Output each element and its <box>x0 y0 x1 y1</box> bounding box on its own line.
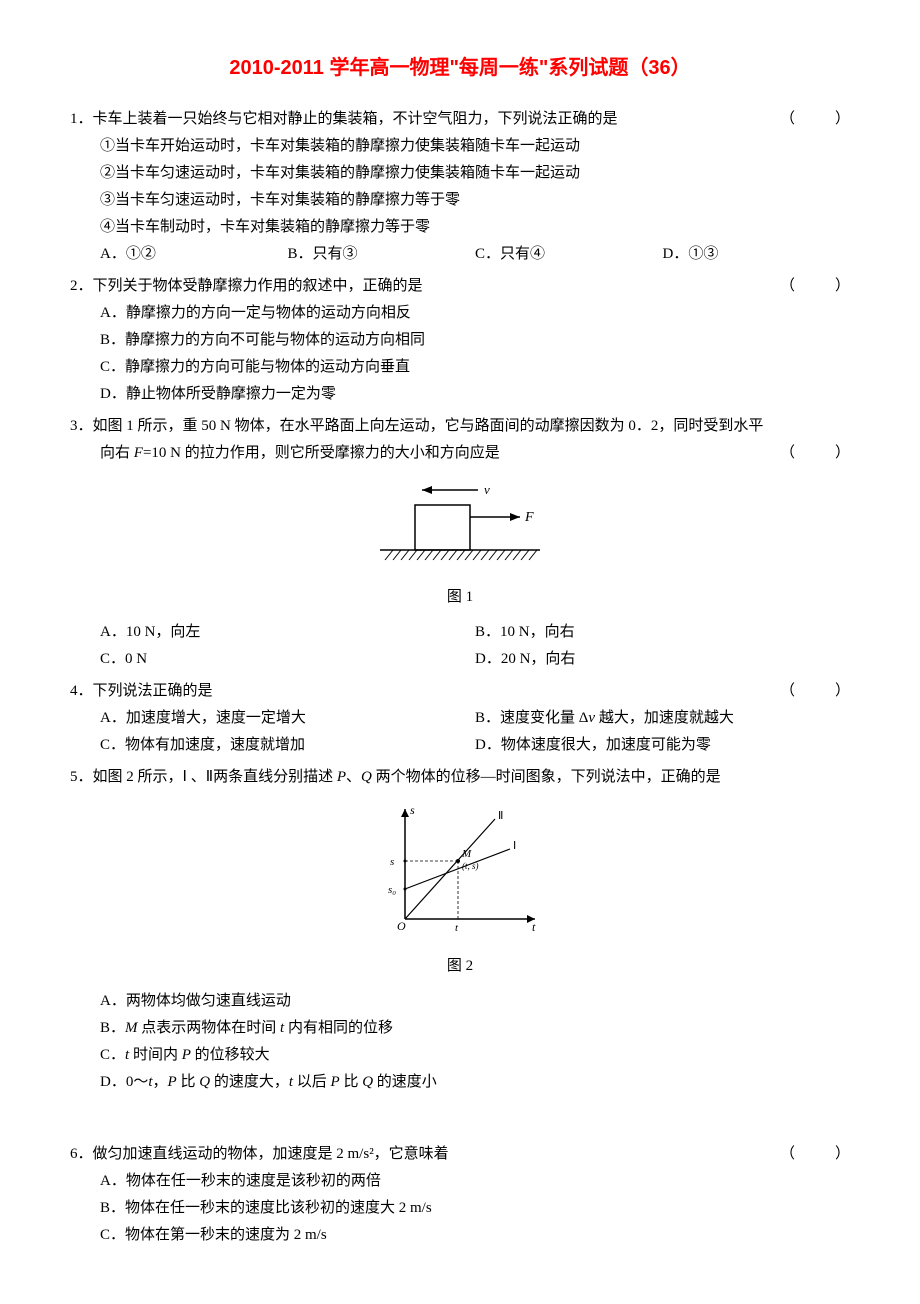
question-5: 5．如图 2 所示，Ⅰ 、Ⅱ两条直线分别描述 P、Q 两个物体的位移—时间图象，… <box>70 764 850 1096</box>
q3-option-c: C．0 N <box>100 646 475 673</box>
svg-text:(t, s): (t, s) <box>462 861 479 871</box>
q3-num: 3． <box>70 418 93 434</box>
q6-option-b: B．物体在任一秒末的速度比该秒初的速度大 2 m/s <box>70 1195 850 1222</box>
svg-text:Ⅰ: Ⅰ <box>513 840 516 852</box>
q1-option-a: A．①② <box>100 241 288 268</box>
question-4: 4．下列说法正确的是 （） A．加速度增大，速度一定增大 B．速度变化量 Δv … <box>70 678 850 759</box>
question-3: 3．如图 1 所示，重 50 N 物体，在水平路面上向左运动，它与路面间的动摩擦… <box>70 413 850 673</box>
page-title: 2010-2011 学年高一物理"每周一练"系列试题（36） <box>70 50 850 86</box>
q1-statement-2: ②当卡车匀速运动时，卡车对集装箱的静摩擦力使集装箱随卡车一起运动 <box>70 160 850 187</box>
q4-bracket: （） <box>780 678 850 705</box>
q2-num: 2． <box>70 278 93 294</box>
q4-text: 下列说法正确的是 <box>93 683 213 699</box>
q1-text: 卡车上装着一只始终与它相对静止的集装箱，不计空气阻力，下列说法正确的是 <box>93 111 618 127</box>
q5-stem: 5．如图 2 所示，Ⅰ 、Ⅱ两条直线分别描述 P、Q 两个物体的位移—时间图象，… <box>70 764 850 791</box>
svg-text:s₀: s₀ <box>388 884 396 896</box>
q3-bracket: （） <box>780 440 850 467</box>
q6-option-a: A．物体在任一秒末的速度是该秒初的两倍 <box>70 1168 850 1195</box>
svg-text:Ⅱ: Ⅱ <box>498 810 503 822</box>
q3-option-b: B．10 N，向右 <box>475 619 850 646</box>
q1-stem: 1．卡车上装着一只始终与它相对静止的集装箱，不计空气阻力，下列说法正确的是 （） <box>70 106 850 133</box>
q1-num: 1． <box>70 111 93 127</box>
q5-option-c: C．t 时间内 P 的位移较大 <box>70 1042 850 1069</box>
q3-options-row2: C．0 N D．20 N，向右 <box>70 646 850 673</box>
svg-text:s: s <box>410 803 415 817</box>
q6-stem: 6．做匀加速直线运动的物体，加速度是 2 m/s²，它意味着 （） <box>70 1141 850 1168</box>
q1-statement-1: ①当卡车开始运动时，卡车对集装箱的静摩擦力使集装箱随卡车一起运动 <box>70 133 850 160</box>
q3-figure-caption: 图 1 <box>70 584 850 611</box>
q6-num: 6． <box>70 1146 93 1162</box>
q3-stem-line2: 向右 F=10 N 的拉力作用，则它所受摩擦力的大小和方向应是 （） <box>70 440 850 467</box>
q6-option-c: C．物体在第一秒末的速度为 2 m/s <box>70 1222 850 1249</box>
q1-statement-4: ④当卡车制动时，卡车对集装箱的静摩擦力等于零 <box>70 214 850 241</box>
svg-text:s: s <box>390 856 394 868</box>
q5-option-d: D．0～t，P 比 Q 的速度大，t 以后 P 比 Q 的速度小 <box>70 1069 850 1096</box>
question-6: 6．做匀加速直线运动的物体，加速度是 2 m/s²，它意味着 （） A．物体在任… <box>70 1141 850 1249</box>
q4-option-d: D．物体速度很大，加速度可能为零 <box>475 732 850 759</box>
q3-option-a: A．10 N，向左 <box>100 619 475 646</box>
q3-stem: 3．如图 1 所示，重 50 N 物体，在水平路面上向左运动，它与路面间的动摩擦… <box>70 413 850 440</box>
q2-option-d: D．静止物体所受静摩擦力一定为零 <box>70 381 850 408</box>
q1-statement-3: ③当卡车匀速运动时，卡车对集装箱的静摩擦力等于零 <box>70 187 850 214</box>
q3-text2: 向右 <box>100 445 134 461</box>
q3-diagram-svg: v F <box>360 475 560 570</box>
q4-num: 4． <box>70 683 93 699</box>
question-1: 1．卡车上装着一只始终与它相对静止的集装箱，不计空气阻力，下列说法正确的是 （）… <box>70 106 850 268</box>
q5-num: 5． <box>70 769 93 785</box>
q4-option-b: B．速度变化量 Δv 越大，加速度就越大 <box>475 705 850 732</box>
question-2: 2．下列关于物体受静摩擦力作用的叙述中，正确的是 （） A．静摩擦力的方向一定与… <box>70 273 850 408</box>
q5-option-a: A．两物体均做匀速直线运动 <box>70 988 850 1015</box>
q6-text: 做匀加速直线运动的物体，加速度是 2 m/s²，它意味着 <box>93 1146 449 1162</box>
q6-bracket: （） <box>780 1141 850 1168</box>
svg-text:t: t <box>455 922 459 934</box>
q4-options-row2: C．物体有加速度，速度就增加 D．物体速度很大，加速度可能为零 <box>70 732 850 759</box>
q3-figure: v F 图 1 <box>70 475 850 611</box>
q1-option-b: B．只有③ <box>288 241 476 268</box>
svg-text:t: t <box>532 920 536 934</box>
svg-text:M: M <box>461 848 472 860</box>
q4-stem: 4．下列说法正确的是 （） <box>70 678 850 705</box>
q3-F: F <box>134 445 143 461</box>
q2-bracket: （） <box>780 273 850 300</box>
q2-option-c: C．静摩擦力的方向可能与物体的运动方向垂直 <box>70 354 850 381</box>
q1-option-c: C．只有④ <box>475 241 663 268</box>
q5-diagram-svg: s t O Ⅰ Ⅱ M (t, s) s s₀ t <box>370 799 550 939</box>
q2-option-b: B．静摩擦力的方向不可能与物体的运动方向相同 <box>70 327 850 354</box>
svg-text:F: F <box>524 510 534 525</box>
q1-options: A．①② B．只有③ C．只有④ D．①③ <box>70 241 850 268</box>
q3-text1: 如图 1 所示，重 50 N 物体，在水平路面上向左运动，它与路面间的动摩擦因数… <box>93 418 764 434</box>
q2-option-a: A．静摩擦力的方向一定与物体的运动方向相反 <box>70 300 850 327</box>
q2-text: 下列关于物体受静摩擦力作用的叙述中，正确的是 <box>93 278 423 294</box>
q5-figure: s t O Ⅰ Ⅱ M (t, s) s s₀ t 图 2 <box>70 799 850 980</box>
q5-option-b: B．M 点表示两物体在时间 t 内有相同的位移 <box>70 1015 850 1042</box>
q4-option-c: C．物体有加速度，速度就增加 <box>100 732 475 759</box>
q4-options-row1: A．加速度增大，速度一定增大 B．速度变化量 Δv 越大，加速度就越大 <box>70 705 850 732</box>
q3-option-d: D．20 N，向右 <box>475 646 850 673</box>
q4-option-a: A．加速度增大，速度一定增大 <box>100 705 475 732</box>
svg-text:O: O <box>397 919 406 933</box>
q3-text3: =10 N 的拉力作用，则它所受摩擦力的大小和方向应是 <box>143 445 500 461</box>
q1-bracket: （） <box>780 106 850 133</box>
svg-text:v: v <box>484 482 490 497</box>
q3-options-row1: A．10 N，向左 B．10 N，向右 <box>70 619 850 646</box>
q2-stem: 2．下列关于物体受静摩擦力作用的叙述中，正确的是 （） <box>70 273 850 300</box>
q1-option-d: D．①③ <box>663 241 851 268</box>
q5-figure-caption: 图 2 <box>70 953 850 980</box>
